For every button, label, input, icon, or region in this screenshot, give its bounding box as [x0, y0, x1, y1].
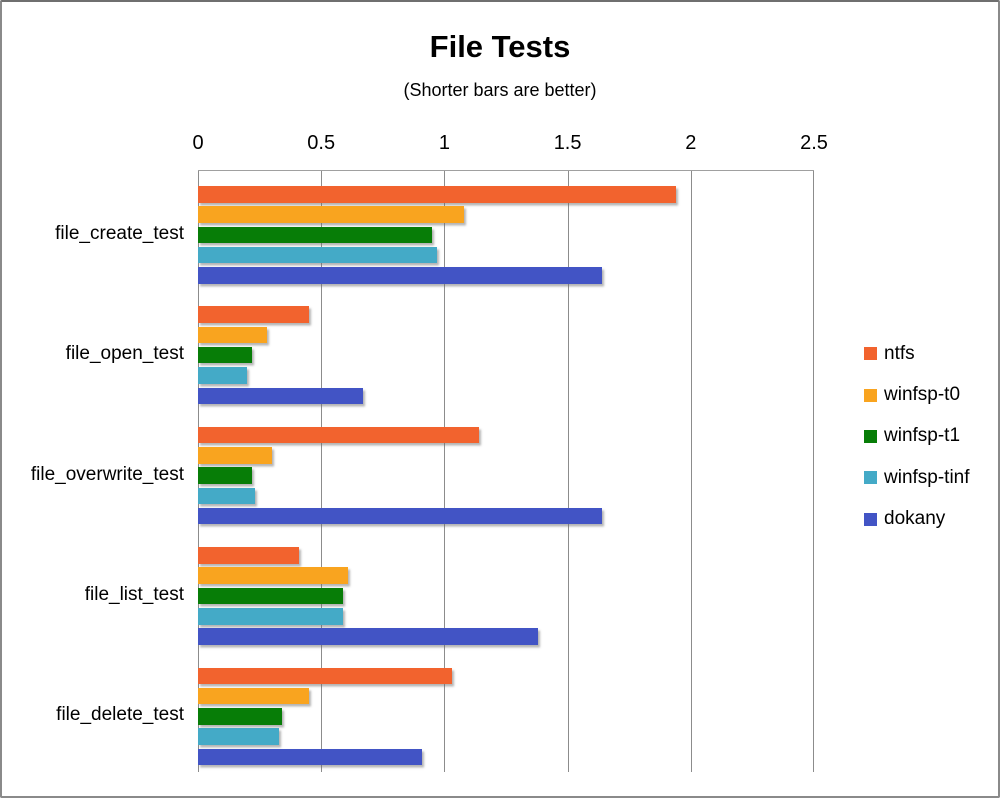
legend-swatch [864, 512, 877, 526]
gridline [567, 171, 569, 772]
legend-label: winfsp-tinf [884, 466, 970, 488]
x-axis-tick-label: 2 [685, 132, 697, 154]
bar-dokany [198, 748, 423, 766]
x-axis-tick-label: 1 [438, 132, 450, 154]
category-band-file_create_test [198, 171, 814, 291]
bar-ntfs [198, 306, 309, 323]
legend-swatch [864, 429, 877, 443]
legend: ntfs winfsp-t0 winfsp-t1 winfsp-tinf dokany [864, 333, 970, 540]
legend-item: winfsp-t0 [864, 374, 970, 415]
gridline [321, 171, 323, 772]
bar-winfsp-t0 [198, 326, 267, 344]
bar-winfsp-t0 [198, 447, 272, 464]
legend-item: ntfs [864, 333, 970, 374]
gridline [690, 171, 692, 772]
chart-title: File Tests [429, 29, 571, 64]
bar-winfsp-t1 [198, 467, 253, 484]
category-label: file_overwrite_test [30, 463, 184, 485]
bar-winfsp-t0 [198, 687, 309, 705]
bar-winfsp-t1 [198, 708, 282, 725]
bar-winfsp-tinf [198, 608, 344, 625]
legend-swatch [864, 388, 877, 402]
legend-swatch [864, 347, 877, 361]
legend-label: winfsp-t0 [884, 384, 961, 406]
chart-subtitle: (Shorter bars are better) [403, 80, 597, 100]
x-axis-tick-label: 2.5 [800, 132, 828, 154]
bar-winfsp-t0 [198, 567, 349, 584]
bar-winfsp-tinf [198, 728, 280, 745]
bar-winfsp-tinf [198, 246, 437, 264]
bar-dokany [198, 628, 539, 645]
x-axis-tick-label: 0.5 [307, 132, 336, 154]
bar-ntfs [198, 547, 300, 564]
category-band-file_list_test [198, 532, 814, 652]
x-axis-tick-label: 1.5 [553, 132, 582, 154]
bar-dokany [198, 507, 603, 525]
gridline [813, 171, 814, 772]
x-axis-tick-label: 0 [192, 132, 204, 154]
category-axis: file_create_test file_open_test file_overw… [2, 2, 184, 796]
bar-winfsp-t1 [198, 226, 433, 244]
legend-label: ntfs [884, 342, 915, 364]
legend-item: winfsp-tinf [864, 457, 970, 498]
category-label: file_create_test [55, 222, 184, 244]
plot-area [198, 170, 814, 772]
legend-label: dokany [884, 508, 946, 530]
bar-ntfs [198, 667, 452, 685]
legend-swatch [864, 471, 877, 485]
bar-winfsp-tinf [198, 487, 255, 505]
bar-dokany [198, 267, 603, 284]
legend-item: dokany [864, 499, 970, 540]
bar-winfsp-tinf [198, 367, 248, 384]
legend-label: winfsp-t1 [884, 425, 961, 447]
bar-winfsp-t1 [198, 346, 253, 364]
category-label: file_list_test [84, 584, 184, 606]
bar-ntfs [198, 186, 677, 203]
x-axis-tick-row: 0 0.5 1 1.5 2 2.5 [192, 132, 827, 158]
bar-winfsp-t0 [198, 206, 465, 223]
legend-item: winfsp-t1 [864, 416, 970, 457]
bar-dokany [198, 387, 364, 405]
bar-ntfs [198, 426, 479, 444]
bar-winfsp-t1 [198, 587, 344, 605]
category-band-file_open_test [198, 291, 814, 411]
category-label: file_open_test [65, 343, 184, 365]
category-label: file_delete_test [56, 704, 184, 726]
gridline [444, 171, 446, 772]
category-band-file_overwrite_test [198, 412, 814, 532]
category-band-file_delete_test [198, 653, 814, 773]
